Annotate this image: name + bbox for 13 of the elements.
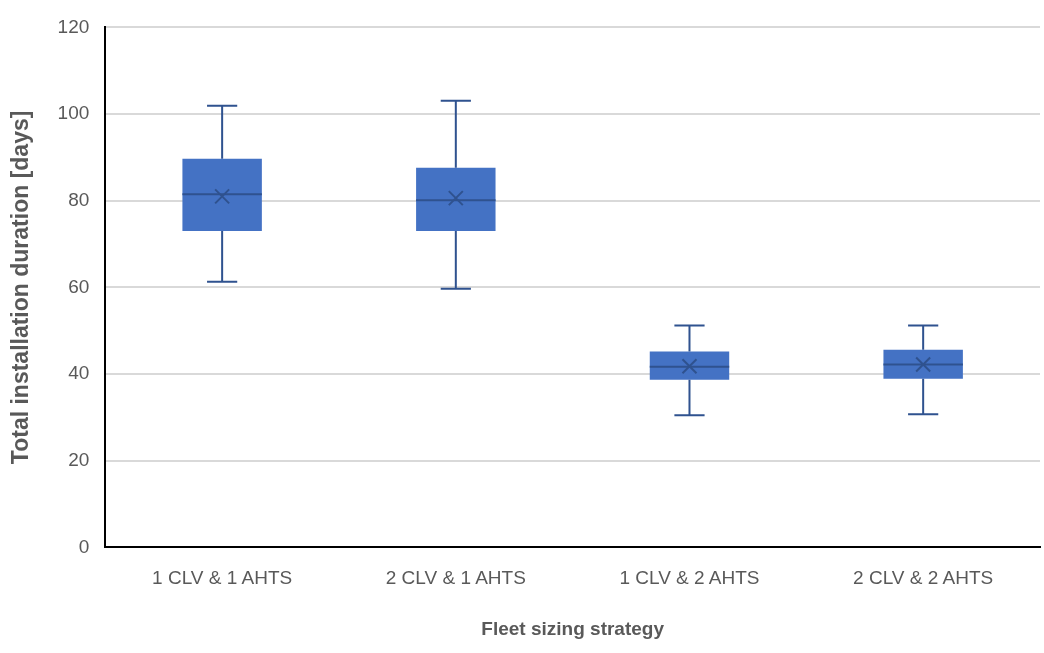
x-tick-label: 2 CLV & 1 AHTS: [385, 567, 526, 589]
x-tick-label: 2 CLV & 2 AHTS: [853, 567, 994, 589]
x-axis-title: Fleet sizing strategy: [481, 617, 665, 639]
x-tick-label: 1 CLV & 1 AHTS: [152, 567, 293, 589]
y-tick-label: 0: [78, 535, 90, 557]
y-tick-label: 20: [68, 448, 90, 470]
x-tick-label: 1 CLV & 2 AHTS: [619, 567, 760, 589]
y-tick-label: 60: [68, 275, 90, 297]
y-tick-label: 40: [68, 362, 90, 384]
y-axis-title: Total installation duration [days]: [7, 110, 34, 465]
y-tick-label: 80: [68, 188, 90, 210]
y-tick-label: 120: [57, 15, 90, 37]
y-tick-label: 100: [57, 102, 90, 124]
